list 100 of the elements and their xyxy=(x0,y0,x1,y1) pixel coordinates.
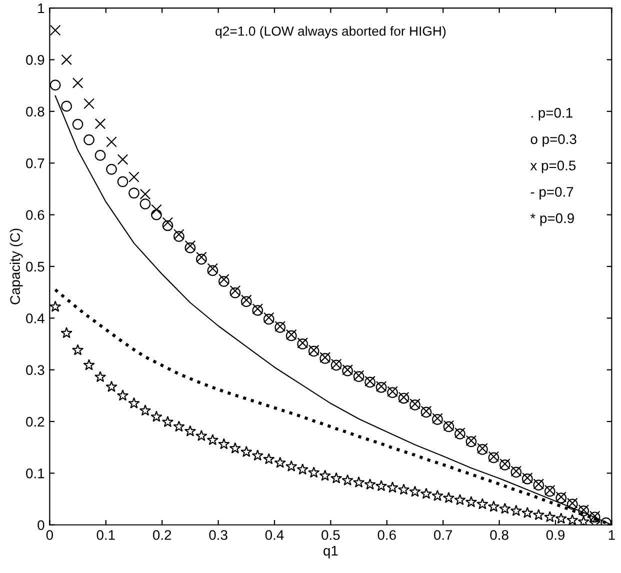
point xyxy=(84,134,94,146)
point xyxy=(330,472,342,484)
point xyxy=(94,118,106,130)
y-tick-label: 0.1 xyxy=(26,468,44,478)
point xyxy=(442,492,455,504)
point xyxy=(218,274,230,285)
x-tick-label: 0.5 xyxy=(322,530,340,540)
x-tick-label: 0 xyxy=(46,530,53,540)
x-tick-label: 1 xyxy=(608,530,615,540)
point xyxy=(106,164,117,175)
x-tick-label: 0.4 xyxy=(265,530,284,540)
point xyxy=(84,98,94,110)
x-tick-label: 0.8 xyxy=(490,530,508,540)
y-tick-label: 0.4 xyxy=(26,313,44,324)
point xyxy=(50,300,62,312)
y-tick-label: 0.3 xyxy=(26,365,44,375)
point xyxy=(409,486,421,497)
x-axis-title: q1 xyxy=(324,546,338,558)
point xyxy=(128,172,140,182)
point xyxy=(308,466,320,478)
point xyxy=(532,508,544,520)
point xyxy=(139,404,152,416)
point xyxy=(196,430,208,442)
point xyxy=(544,511,556,522)
point xyxy=(274,456,286,468)
y-tick-label: 0.7 xyxy=(26,158,44,168)
point xyxy=(72,78,84,88)
point xyxy=(184,425,196,436)
point xyxy=(218,276,230,287)
point xyxy=(218,438,230,450)
point xyxy=(106,380,118,392)
point xyxy=(454,494,466,506)
x-tick-label: 0.3 xyxy=(209,530,228,540)
point xyxy=(229,442,241,454)
text: q2=1.0 (LOW always aborted for HIGH) xyxy=(216,26,446,38)
point xyxy=(140,198,151,210)
point xyxy=(94,370,106,382)
point xyxy=(488,500,500,512)
point xyxy=(252,450,264,461)
annotation: - p=0.7 xyxy=(530,186,574,200)
point xyxy=(342,474,354,486)
y-tick-label: 1 xyxy=(38,4,44,14)
y-tick-label: 0.6 xyxy=(26,210,44,220)
point xyxy=(476,498,488,510)
point xyxy=(352,476,365,488)
point xyxy=(162,217,174,228)
point xyxy=(566,514,578,525)
point xyxy=(174,228,184,240)
point xyxy=(128,188,140,198)
point xyxy=(61,54,72,66)
point xyxy=(206,434,218,446)
point xyxy=(128,397,140,408)
x-tick-label: 0.6 xyxy=(378,530,396,540)
y-axis-title: Capacity (C) xyxy=(10,228,23,304)
annotation: x p=0.5 xyxy=(530,160,576,174)
point xyxy=(420,488,432,499)
point xyxy=(386,482,398,493)
y-tick-label: 0.5 xyxy=(26,262,44,272)
point xyxy=(72,344,84,356)
point xyxy=(555,512,567,524)
point xyxy=(140,188,151,200)
point xyxy=(174,231,184,242)
point xyxy=(72,118,84,130)
annotation: . p=0.1 xyxy=(531,108,572,120)
point xyxy=(578,516,590,525)
y-tick-label: 0 xyxy=(38,520,44,530)
point xyxy=(50,80,61,90)
y-tick-label: 0.8 xyxy=(26,106,44,117)
point xyxy=(499,502,511,514)
point xyxy=(162,416,174,428)
point xyxy=(173,420,185,432)
point xyxy=(60,327,72,338)
y-tick-label: 0.9 xyxy=(26,55,44,65)
x-tick-label: 0.7 xyxy=(434,530,452,540)
point xyxy=(286,460,298,472)
point xyxy=(522,506,534,518)
point xyxy=(162,220,174,232)
point xyxy=(94,150,106,161)
point xyxy=(117,176,128,188)
x-tick-label: 0.1 xyxy=(96,530,115,540)
point xyxy=(116,390,129,401)
point xyxy=(432,490,444,501)
point xyxy=(319,470,331,481)
point xyxy=(50,24,61,36)
x-tick-label: 0.9 xyxy=(546,530,564,540)
point xyxy=(151,204,162,216)
y-tick-label: 0.2 xyxy=(26,416,44,427)
point xyxy=(364,478,376,490)
point xyxy=(61,100,72,112)
point xyxy=(106,136,117,148)
point xyxy=(510,504,522,516)
point xyxy=(117,154,128,165)
point xyxy=(150,410,162,422)
point xyxy=(375,480,388,492)
point xyxy=(296,463,308,475)
annotation: o p=0.3 xyxy=(530,134,576,147)
point xyxy=(151,209,162,220)
x-tick-label: 0.2 xyxy=(152,530,172,540)
point xyxy=(263,453,275,464)
annotation: * p=0.9 xyxy=(530,213,574,226)
